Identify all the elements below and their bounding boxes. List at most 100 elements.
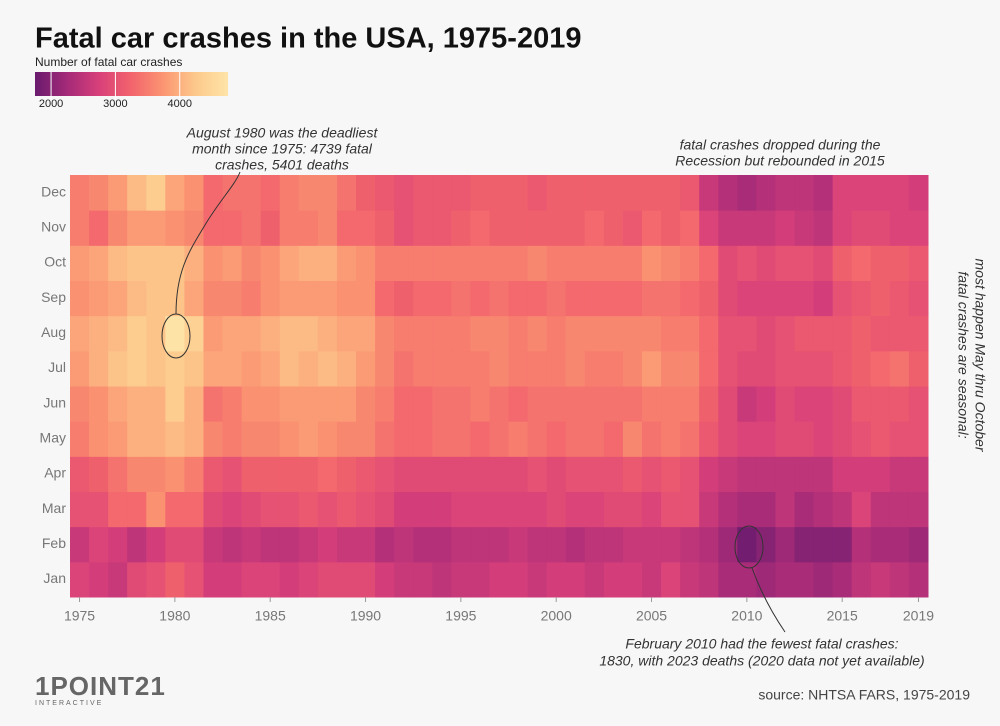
heat-cell [470, 561, 490, 598]
heat-cell [508, 421, 529, 457]
heat-cell [108, 386, 128, 422]
heat-cell [832, 315, 853, 352]
heat-cell [546, 456, 567, 492]
heat-cell [546, 315, 567, 352]
heat-cell [336, 421, 357, 457]
heat-cell [622, 175, 643, 211]
colorbar-tick-label: 3000 [103, 98, 127, 110]
heat-cell [260, 245, 281, 281]
heat-cell [546, 350, 567, 387]
heat-cell [108, 456, 128, 492]
heat-cell [756, 491, 776, 528]
heat-cell [870, 491, 891, 528]
heat-cell [203, 175, 224, 211]
heat-cell [870, 175, 891, 211]
heat-cell [298, 456, 319, 492]
heat-cell [451, 456, 471, 492]
y-tick-label: Nov [41, 218, 66, 234]
heat-cell [432, 456, 452, 492]
heat-cell [622, 210, 643, 246]
heat-cell [642, 280, 662, 317]
heat-cell [70, 491, 90, 528]
heat-cell [813, 386, 834, 422]
heat-cell [661, 561, 681, 598]
heat-cell [699, 561, 719, 598]
heat-cell [813, 210, 834, 246]
heat-cell [870, 315, 891, 352]
colorbar [35, 72, 228, 96]
heat-cell [317, 350, 338, 387]
heat-cell [680, 175, 700, 211]
heat-cell [832, 386, 853, 422]
heat-cell [470, 386, 490, 422]
heat-cell [413, 526, 433, 563]
heat-cell [70, 210, 90, 246]
callouts [161, 171, 786, 633]
heat-cell [584, 280, 605, 317]
heat-cell [184, 175, 204, 211]
heat-cell [622, 350, 643, 387]
heat-cell [832, 175, 853, 211]
heat-cell [603, 280, 624, 317]
heat-cell [184, 245, 204, 281]
heat-cell [813, 245, 834, 281]
x-tick-label: 1995 [445, 608, 476, 624]
heat-cell [470, 175, 490, 211]
heat-cell [908, 245, 929, 281]
heat-cell [317, 315, 338, 352]
y-tick-label: Sep [41, 289, 66, 305]
heat-cell [89, 456, 109, 492]
heat-cell [413, 491, 433, 528]
heat-cell [317, 210, 338, 246]
heat-cell [413, 210, 433, 246]
heat-cell [203, 526, 224, 563]
heat-cell [165, 280, 185, 317]
heat-cell [775, 561, 796, 598]
heat-cell [756, 245, 776, 281]
heat-cell [680, 526, 700, 563]
heat-cell [260, 561, 281, 598]
annotation-line: February 2010 had the fewest fatal crash… [625, 636, 898, 652]
heat-cell [394, 491, 414, 528]
heat-cell [241, 561, 262, 598]
heat-cell [737, 456, 757, 492]
heat-cell [298, 491, 319, 528]
heat-cell [527, 245, 548, 281]
heat-cell [642, 526, 662, 563]
heat-cell [336, 245, 357, 281]
heat-cell [356, 175, 376, 211]
heat-cell [889, 491, 910, 528]
heat-cell [908, 491, 929, 528]
heat-cell [584, 175, 605, 211]
heat-cell [699, 421, 719, 457]
heat-cell [851, 421, 872, 457]
heat-cell [470, 526, 490, 563]
heat-cell [241, 526, 262, 563]
heat-cell [756, 421, 776, 457]
heat-cell [737, 315, 757, 352]
heat-cell [127, 561, 147, 598]
heat-cell [394, 526, 414, 563]
heat-cell [642, 421, 662, 457]
heat-cell [89, 280, 109, 317]
heat-cell [356, 350, 376, 387]
heat-cell [775, 175, 796, 211]
y-tick-label: Jan [43, 570, 66, 586]
heat-cell [146, 491, 166, 528]
heat-cell [813, 315, 834, 352]
heat-cell [699, 315, 719, 352]
heat-cell [298, 175, 319, 211]
heat-cell [737, 210, 757, 246]
heat-cell [756, 210, 776, 246]
heat-cell [603, 245, 624, 281]
heat-cell [508, 315, 529, 352]
heat-cell [356, 386, 376, 422]
heat-cell [508, 386, 529, 422]
heat-cell [356, 456, 376, 492]
heat-cell [146, 280, 166, 317]
heat-cell [489, 350, 510, 387]
heat-cell [470, 456, 490, 492]
heat-cell [241, 350, 262, 387]
heat-cell [375, 386, 395, 422]
heat-cell [661, 491, 681, 528]
